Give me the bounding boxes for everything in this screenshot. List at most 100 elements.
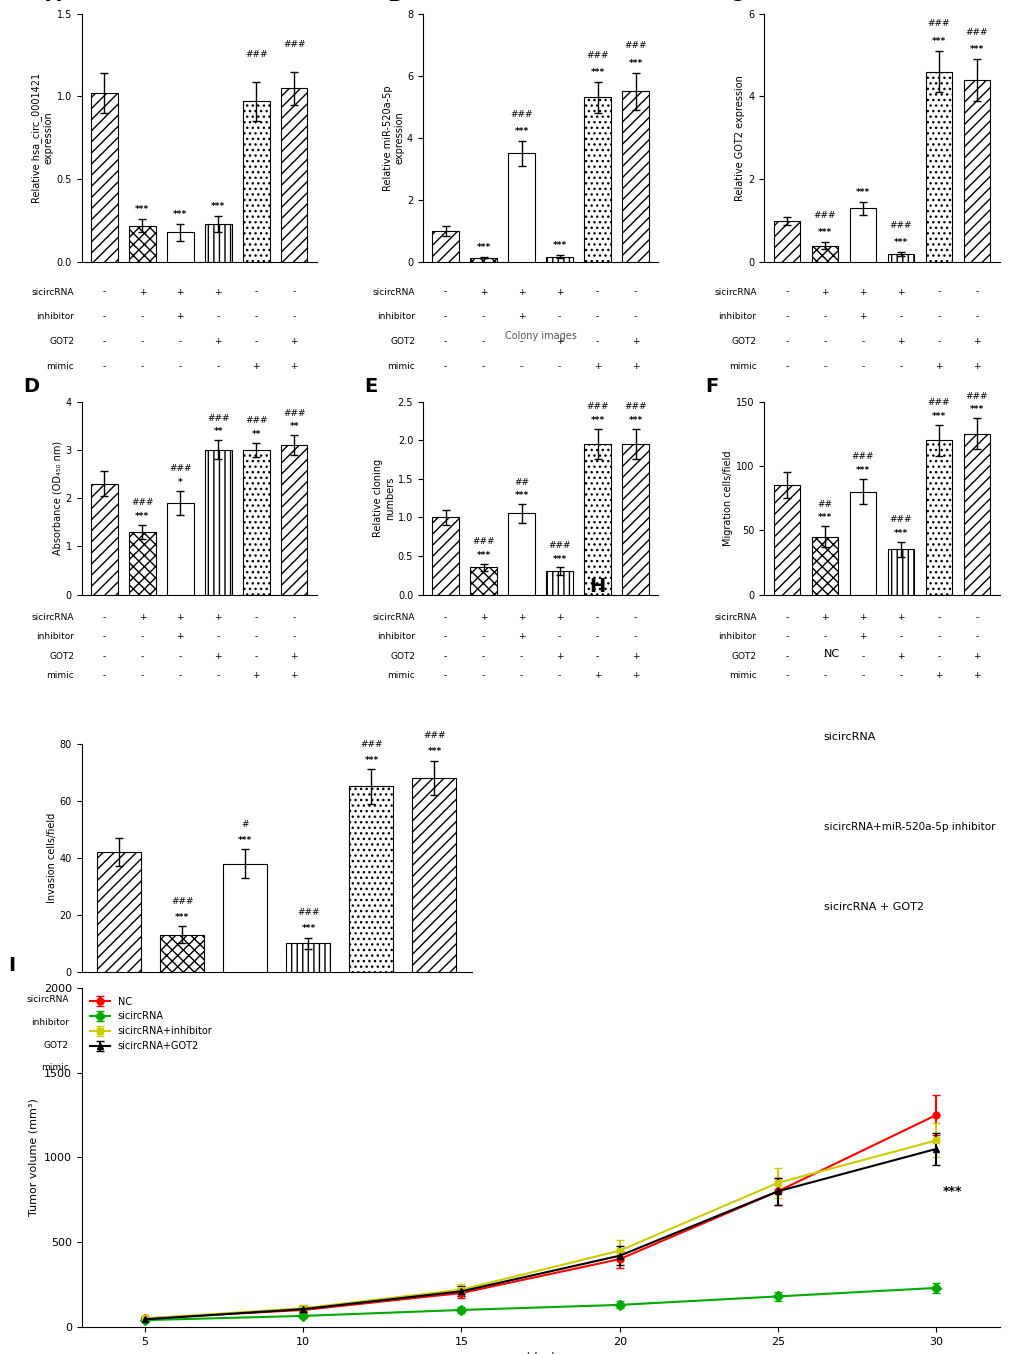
Text: ***: *** <box>301 925 315 933</box>
Text: ***: *** <box>930 37 945 46</box>
Text: +: + <box>139 613 146 621</box>
Bar <box>811 536 838 594</box>
Bar <box>97 852 142 972</box>
Text: ***: *** <box>364 756 378 765</box>
Text: -: - <box>292 632 296 642</box>
Text: -: - <box>860 672 864 680</box>
Bar <box>160 934 204 972</box>
Text: -: - <box>482 651 485 661</box>
Text: -: - <box>141 632 144 642</box>
Text: -: - <box>633 287 637 297</box>
Bar <box>924 440 951 594</box>
Text: mimic: mimic <box>41 1063 69 1072</box>
Text: +: + <box>593 672 601 680</box>
Text: +: + <box>430 1041 438 1049</box>
Text: ###: ### <box>169 464 192 474</box>
Text: +: + <box>214 287 222 297</box>
Text: -: - <box>443 613 447 621</box>
Text: +: + <box>858 287 866 297</box>
Text: -: - <box>557 632 560 642</box>
Text: +: + <box>290 337 298 347</box>
Text: -: - <box>178 362 181 371</box>
Text: +: + <box>518 287 525 297</box>
Text: -: - <box>103 362 106 371</box>
Text: ###: ### <box>510 110 532 119</box>
Text: -: - <box>557 672 560 680</box>
Text: ###: ### <box>423 731 445 741</box>
Text: +: + <box>176 313 183 321</box>
Bar <box>924 72 951 263</box>
Bar <box>887 255 913 263</box>
Text: ***: *** <box>476 242 490 252</box>
Text: -: - <box>141 651 144 661</box>
Text: +: + <box>593 362 601 371</box>
Text: ###: ### <box>472 538 494 546</box>
Text: F: F <box>705 376 718 395</box>
Text: -: - <box>936 651 940 661</box>
Text: +: + <box>214 651 222 661</box>
Text: +: + <box>367 1063 375 1072</box>
Text: ***: *** <box>514 127 528 135</box>
Bar <box>507 153 534 263</box>
Text: +: + <box>242 1018 249 1026</box>
Text: -: - <box>936 632 940 642</box>
Text: -: - <box>216 313 220 321</box>
Text: Colony images: Colony images <box>504 330 576 341</box>
Text: mimic: mimic <box>46 672 74 680</box>
Text: inhibitor: inhibitor <box>377 632 415 642</box>
Text: ***: *** <box>238 835 253 845</box>
Text: ***: *** <box>969 405 983 414</box>
Text: -: - <box>785 632 788 642</box>
Text: ***: *** <box>942 1185 961 1198</box>
Text: +: + <box>518 313 525 321</box>
Text: +: + <box>178 995 186 1003</box>
Text: ***: *** <box>175 913 190 922</box>
Text: +: + <box>820 613 827 621</box>
Text: inhibitor: inhibitor <box>31 1018 69 1026</box>
Text: inhibitor: inhibitor <box>718 313 756 321</box>
Text: sicircRNA: sicircRNA <box>713 287 756 297</box>
Bar <box>432 232 459 263</box>
Text: ###: ### <box>624 41 646 50</box>
Y-axis label: Relative miR-520a-5p
expression: Relative miR-520a-5p expression <box>382 85 404 191</box>
Text: -: - <box>178 651 181 661</box>
Text: -: - <box>520 362 523 371</box>
Bar <box>811 245 838 263</box>
Text: -: - <box>520 337 523 347</box>
Text: -: - <box>103 651 106 661</box>
Bar <box>129 532 156 594</box>
Text: -: - <box>595 313 598 321</box>
Text: +: + <box>253 672 260 680</box>
Bar <box>205 450 231 594</box>
Text: ###: ### <box>586 402 608 412</box>
Text: -: - <box>860 651 864 661</box>
Text: -: - <box>822 337 825 347</box>
Text: -: - <box>141 672 144 680</box>
Text: +: + <box>897 651 904 661</box>
Text: sicircRNA: sicircRNA <box>26 995 69 1003</box>
Text: mimic: mimic <box>729 672 756 680</box>
Text: -: - <box>899 362 902 371</box>
Text: ###: ### <box>207 414 229 422</box>
Bar <box>507 513 534 594</box>
Text: GOT2: GOT2 <box>390 651 415 661</box>
Text: ##: ## <box>816 500 832 509</box>
Text: -: - <box>255 313 258 321</box>
Text: -: - <box>785 287 788 297</box>
Text: -: - <box>899 672 902 680</box>
Text: -: - <box>974 613 977 621</box>
Text: -: - <box>974 313 977 321</box>
Text: -: - <box>117 1041 121 1049</box>
Bar <box>470 567 496 594</box>
Bar <box>286 944 330 972</box>
Text: *: * <box>177 478 182 487</box>
Text: -: - <box>482 632 485 642</box>
Text: sicircRNA: sicircRNA <box>32 287 74 297</box>
Text: ###: ### <box>889 221 911 230</box>
Text: -: - <box>103 287 106 297</box>
Text: D: D <box>22 376 39 395</box>
Text: +: + <box>430 1063 438 1072</box>
Text: -: - <box>785 651 788 661</box>
Text: GOT2: GOT2 <box>49 651 74 661</box>
Text: ##: ## <box>514 478 529 487</box>
